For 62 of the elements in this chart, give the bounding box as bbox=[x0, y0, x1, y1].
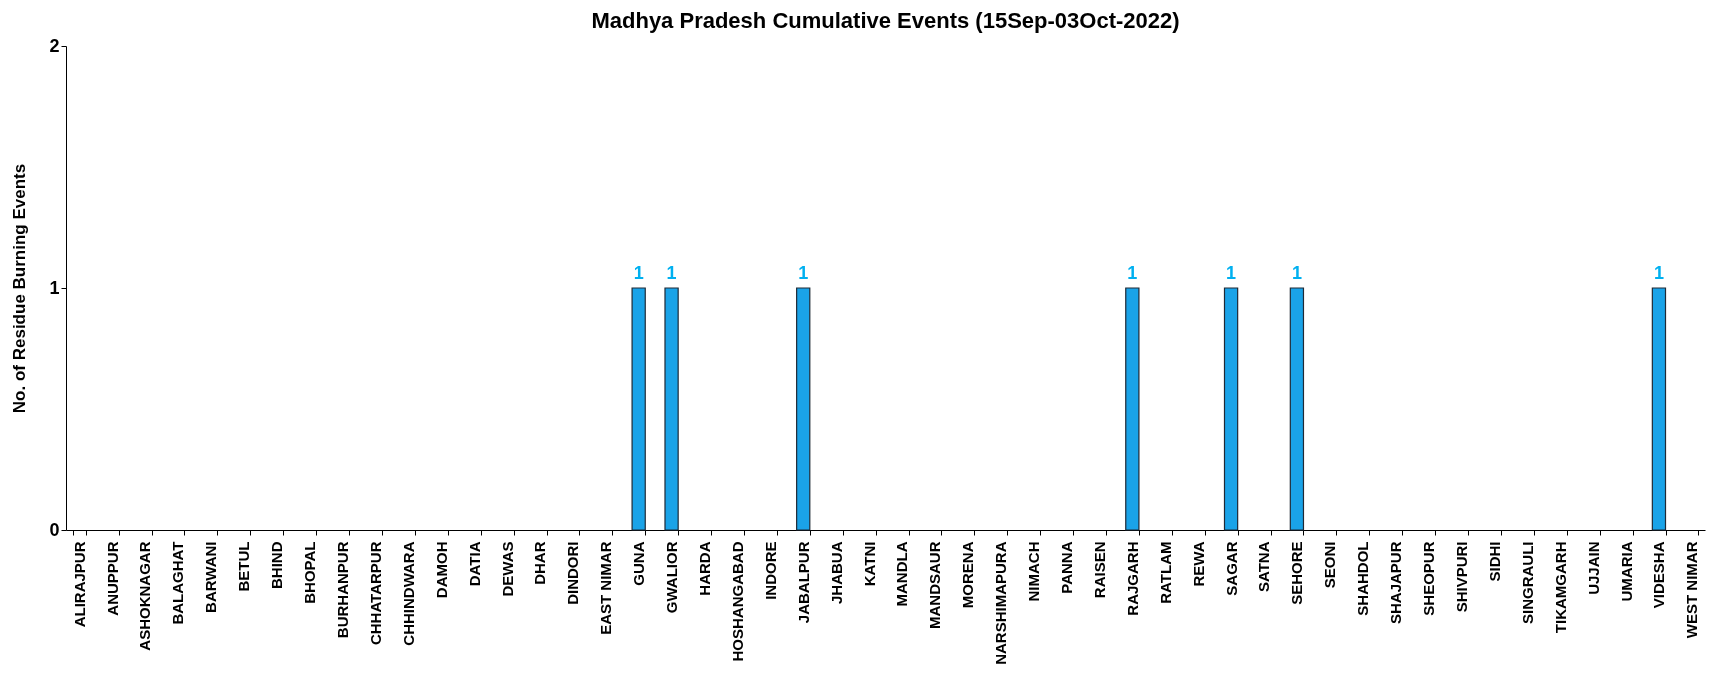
x-tick-label: MANDLA bbox=[893, 541, 911, 607]
data-label: 1 bbox=[1226, 263, 1237, 283]
x-tick-label: SAGAR bbox=[1222, 541, 1240, 596]
x-tick-label: NARSHIMAPURA bbox=[992, 541, 1010, 665]
x-tick-label: SINGRAULI bbox=[1518, 541, 1536, 624]
x-tick-label: EAST NIMAR bbox=[597, 541, 615, 635]
x-tick-label: ALIRAJPUR bbox=[70, 541, 88, 628]
data-label: 1 bbox=[1291, 263, 1302, 283]
x-tick-label: INDORE bbox=[761, 541, 779, 600]
x-tick-label: JHABUA bbox=[827, 541, 845, 605]
x-tick-label: ASHOKNAGAR bbox=[136, 541, 154, 651]
x-tick-label: SEHORE bbox=[1288, 541, 1306, 605]
y-axis-title: No. of Residue Burning Events bbox=[10, 163, 30, 414]
x-tick-label: JABALPUR bbox=[794, 541, 812, 624]
x-tick-label: DAMOH bbox=[432, 541, 450, 599]
x-tick-label: TIKAMGARH bbox=[1551, 541, 1569, 634]
data-label: 1 bbox=[1127, 263, 1138, 283]
x-tick-label: BETUL bbox=[235, 541, 253, 592]
x-tick-label: SATNA bbox=[1255, 541, 1273, 593]
y-tick-label: 2 bbox=[49, 35, 60, 56]
x-tick-label: SHAHDOL bbox=[1354, 541, 1372, 616]
y-tick-label: 0 bbox=[49, 519, 60, 540]
x-tick-label: NIMACH bbox=[1025, 541, 1043, 602]
x-tick-label: UJJAIN bbox=[1584, 541, 1602, 595]
x-tick-label: DEWAS bbox=[498, 541, 516, 597]
x-tick-label: VIDESHA bbox=[1650, 541, 1668, 609]
x-tick-label: SIDHI bbox=[1485, 541, 1503, 582]
x-tick-label: HOSHANGABAD bbox=[728, 541, 746, 662]
x-tick-label: ANUPPUR bbox=[103, 541, 121, 616]
x-tick-label: MANDSAUR bbox=[926, 541, 944, 629]
x-tick-label: BALAGHAT bbox=[169, 541, 187, 625]
x-tick-label: DATIA bbox=[465, 541, 483, 587]
x-tick-label: SHAJAPUR bbox=[1387, 541, 1405, 625]
x-tick-label: HARDA bbox=[695, 541, 713, 596]
x-tick-label: REWA bbox=[1189, 541, 1207, 587]
x-tick-label: BHOPAL bbox=[301, 541, 319, 604]
x-tick-label: BARWANI bbox=[202, 541, 220, 613]
x-tick-label: KATNI bbox=[860, 541, 878, 587]
x-tick-label: CHHINDWARA bbox=[399, 541, 417, 646]
y-tick-label: 1 bbox=[49, 277, 60, 298]
x-tick-label: PANNA bbox=[1058, 541, 1076, 594]
x-tick-label: SHIVPURI bbox=[1452, 541, 1470, 613]
x-tick-label: BHIND bbox=[268, 541, 286, 589]
x-tick-label: RATLAM bbox=[1156, 541, 1174, 604]
x-tick-label: DINDORI bbox=[564, 541, 582, 605]
data-label: 1 bbox=[798, 263, 809, 283]
data-label: 1 bbox=[666, 263, 677, 283]
x-tick-label: BURHANPUR bbox=[333, 541, 351, 639]
data-label: 1 bbox=[633, 263, 644, 283]
x-tick-label: CHHATARPUR bbox=[366, 541, 384, 646]
x-tick-label: DHAR bbox=[531, 541, 549, 585]
x-tick-label: RAJGARH bbox=[1123, 541, 1141, 616]
x-tick-label: RAISEN bbox=[1090, 541, 1108, 599]
x-tick-label: UMARIA bbox=[1617, 541, 1635, 602]
x-tick-label: GUNA bbox=[630, 541, 648, 586]
x-tick-label: SHEOPUR bbox=[1420, 541, 1438, 616]
x-tick-label: SEONI bbox=[1321, 541, 1339, 589]
data-label: 1 bbox=[1653, 263, 1664, 283]
x-tick-label: WEST NIMAR bbox=[1683, 541, 1701, 639]
x-tick-label: GWALIOR bbox=[663, 541, 681, 614]
x-tick-label: MORENA bbox=[959, 541, 977, 609]
chart-title: Madhya Pradesh Cumulative Events (15Sep-03Oct-2022) bbox=[591, 8, 1180, 33]
